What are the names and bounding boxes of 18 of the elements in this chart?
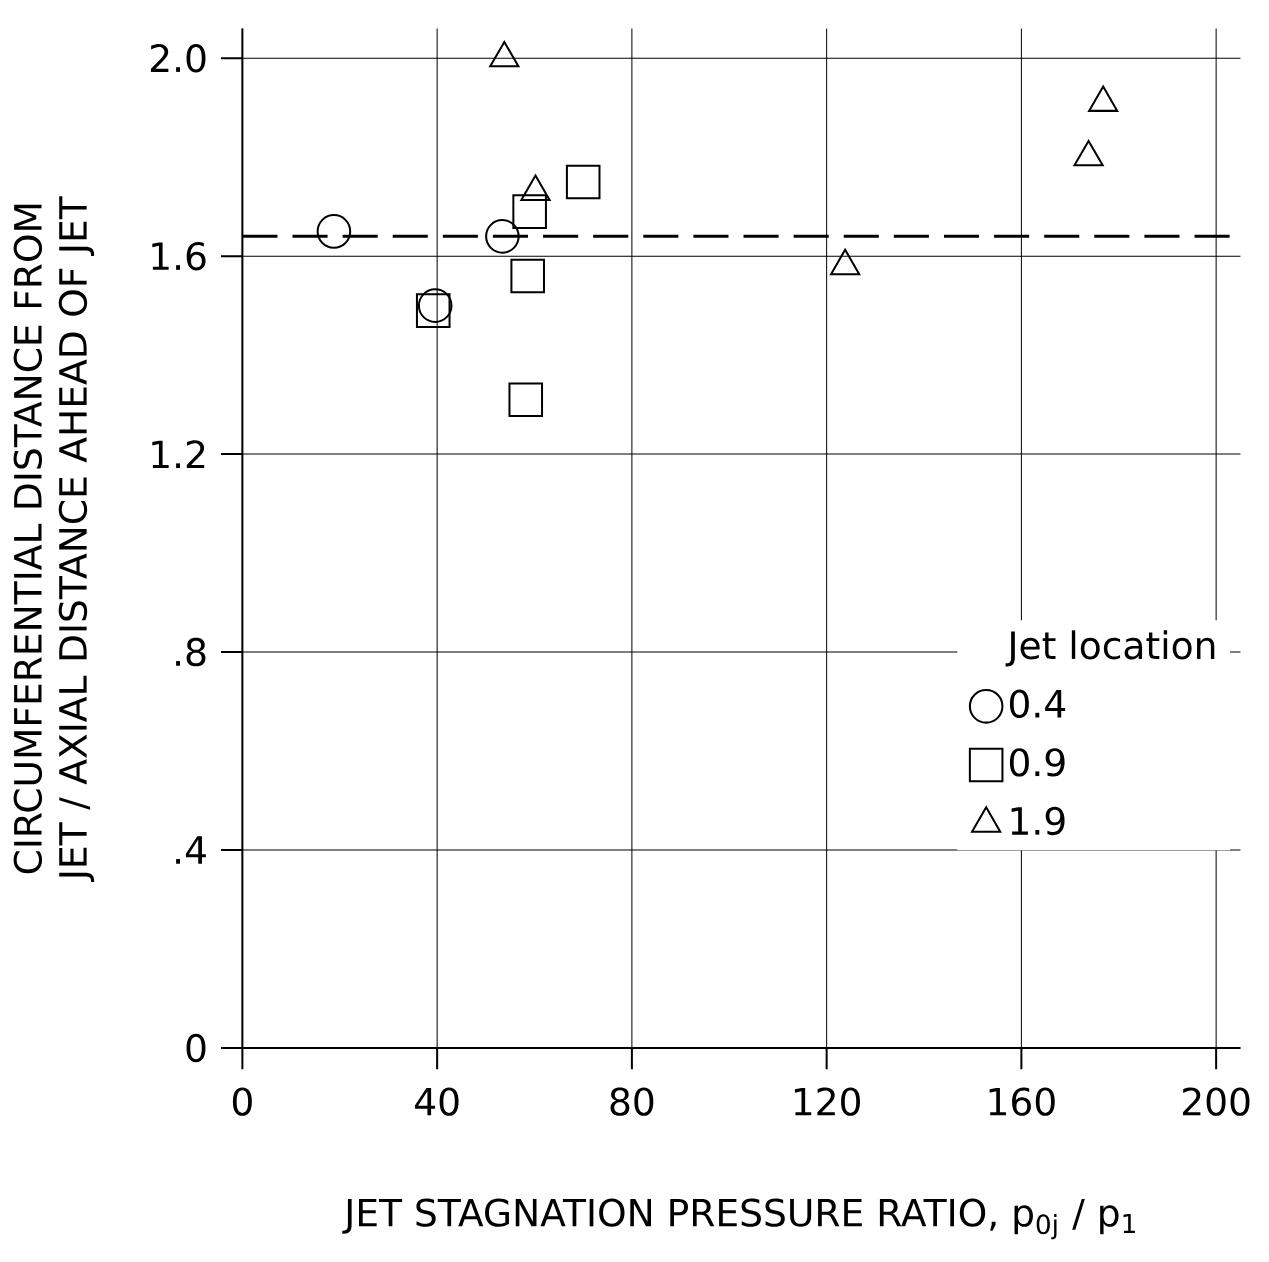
y-tick-label: 1.2 [152,440,205,469]
x-tick-label: 120 [794,1087,860,1116]
x-axis-title: JET STAGNATION PRESSURE RATIO, p$_{0j}$ / p$_{1}$ [342,1198,1135,1240]
y-tick-label: 2.0 [150,44,206,73]
y-axis-title: CIRCUMFERENTIAL DISTANCE FROM JET / AXIAL DISTANCE AHEAD OF JET [13,196,95,883]
x-tick-label: 0 [232,1087,252,1116]
y-tick-label: .4 [176,836,206,864]
x-tick-label: 80 [610,1087,654,1116]
x-tick-label: 40 [415,1087,459,1116]
x-tick-label: 200 [1183,1087,1250,1116]
x-tick-label: 160 [989,1087,1055,1116]
legend-label: 0.9 [1009,748,1065,777]
y-tick-label: 1.6 [152,242,206,271]
y-tick-label: .8 [176,637,206,667]
legend-label: 1.9 [1011,806,1065,836]
legend-title: Jet location [1005,630,1215,667]
y-tick-label: 0 [186,1033,206,1063]
legend-label: 0.4 [1009,689,1066,719]
